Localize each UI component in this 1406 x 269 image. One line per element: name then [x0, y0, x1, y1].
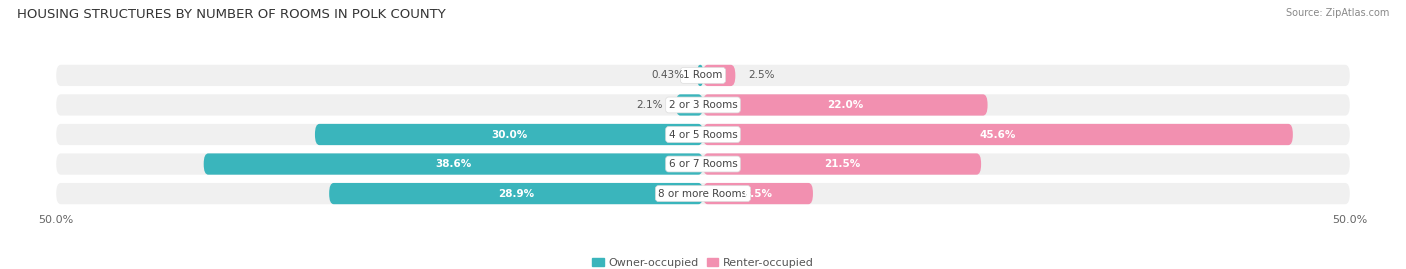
Text: 2.1%: 2.1% — [637, 100, 662, 110]
FancyBboxPatch shape — [703, 124, 1294, 145]
Text: 30.0%: 30.0% — [491, 129, 527, 140]
FancyBboxPatch shape — [676, 94, 703, 116]
FancyBboxPatch shape — [204, 153, 703, 175]
Text: 22.0%: 22.0% — [827, 100, 863, 110]
Text: 0.43%: 0.43% — [651, 70, 685, 80]
FancyBboxPatch shape — [703, 153, 981, 175]
Text: 28.9%: 28.9% — [498, 189, 534, 199]
FancyBboxPatch shape — [703, 94, 987, 116]
FancyBboxPatch shape — [56, 153, 1350, 175]
Text: 2 or 3 Rooms: 2 or 3 Rooms — [669, 100, 737, 110]
Text: 1 Room: 1 Room — [683, 70, 723, 80]
FancyBboxPatch shape — [56, 183, 1350, 204]
FancyBboxPatch shape — [56, 94, 1350, 116]
Text: 2.5%: 2.5% — [748, 70, 775, 80]
FancyBboxPatch shape — [329, 183, 703, 204]
FancyBboxPatch shape — [315, 124, 703, 145]
Text: HOUSING STRUCTURES BY NUMBER OF ROOMS IN POLK COUNTY: HOUSING STRUCTURES BY NUMBER OF ROOMS IN… — [17, 8, 446, 21]
Text: 6 or 7 Rooms: 6 or 7 Rooms — [669, 159, 737, 169]
Text: Source: ZipAtlas.com: Source: ZipAtlas.com — [1285, 8, 1389, 18]
FancyBboxPatch shape — [703, 183, 813, 204]
FancyBboxPatch shape — [703, 65, 735, 86]
Text: 21.5%: 21.5% — [824, 159, 860, 169]
Legend: Owner-occupied, Renter-occupied: Owner-occupied, Renter-occupied — [588, 253, 818, 269]
Text: 4 or 5 Rooms: 4 or 5 Rooms — [669, 129, 737, 140]
FancyBboxPatch shape — [56, 65, 1350, 86]
FancyBboxPatch shape — [56, 124, 1350, 145]
Text: 45.6%: 45.6% — [980, 129, 1017, 140]
FancyBboxPatch shape — [697, 65, 703, 86]
Text: 8.5%: 8.5% — [744, 189, 772, 199]
Text: 8 or more Rooms: 8 or more Rooms — [658, 189, 748, 199]
Text: 38.6%: 38.6% — [436, 159, 471, 169]
